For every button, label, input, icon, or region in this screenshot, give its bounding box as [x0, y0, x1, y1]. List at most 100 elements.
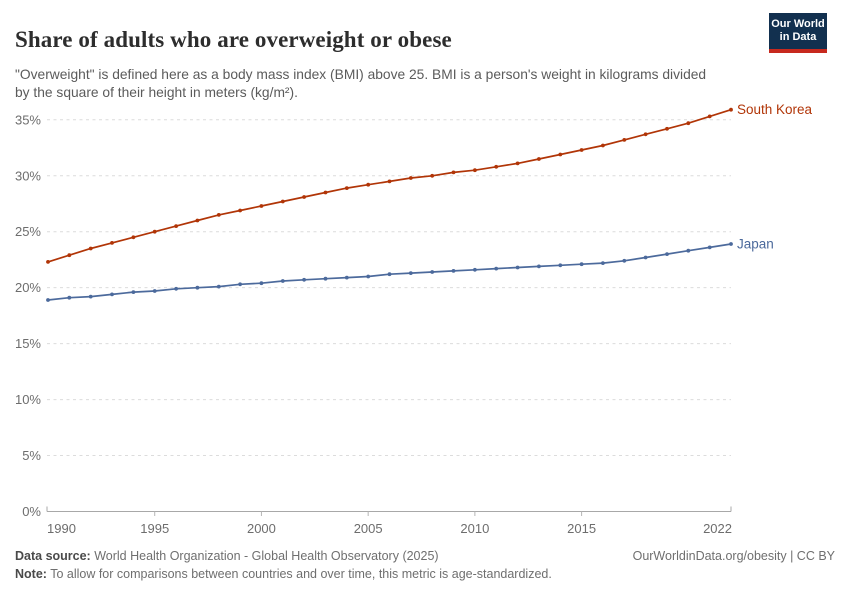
x-tick-label-1995: 1995 — [140, 521, 169, 536]
datasource-text: World Health Organization - Global Healt… — [90, 549, 439, 563]
series-dot-south-korea-1993 — [110, 241, 114, 245]
series-dot-south-korea-1997 — [195, 218, 200, 223]
series-dot-japan-1999 — [238, 282, 243, 287]
datasource-label: Data source: — [15, 549, 91, 563]
series-dot-japan-2020 — [686, 248, 691, 253]
series-line-japan[interactable] — [47, 243, 732, 301]
series-dot-south-korea-1999 — [238, 208, 243, 213]
series-dot-japan-2005 — [366, 274, 371, 279]
x-tick-label-2022: 2022 — [703, 521, 732, 536]
series-dot-japan-2003 — [323, 276, 328, 281]
series-dot-japan-2015 — [579, 262, 584, 267]
series-dot-south-korea-1995 — [152, 229, 157, 234]
series-dot-japan-1992 — [88, 294, 93, 299]
series-dot-japan-2007 — [408, 271, 413, 275]
series-dot-japan-1994 — [131, 290, 136, 294]
x-tick-label-2000: 2000 — [247, 521, 276, 536]
series-dot-japan-1990 — [46, 298, 50, 302]
series-dot-south-korea-2013 — [537, 157, 541, 161]
series-dot-south-korea-2022 — [729, 107, 733, 112]
series-dot-south-korea-2012 — [515, 161, 520, 166]
series-dot-japan-2019 — [665, 252, 669, 256]
series-dot-japan-2009 — [451, 269, 456, 273]
series-dot-south-korea-2003 — [323, 190, 328, 195]
series-dot-japan-1997 — [195, 285, 200, 290]
y-tick-label-35: 35% — [15, 112, 41, 127]
series-dot-japan-2008 — [430, 270, 435, 274]
series-dot-japan-2011 — [494, 266, 499, 271]
y-tick-label-5: 5% — [22, 448, 41, 463]
series-dot-japan-2006 — [387, 272, 392, 277]
owid-logo-line1: Our World — [771, 18, 825, 31]
series-dot-south-korea-1994 — [131, 235, 136, 240]
owid-logo[interactable]: Our World in Data — [769, 13, 827, 53]
series-dot-japan-2014 — [558, 263, 563, 268]
x-tick-label-2010: 2010 — [460, 521, 489, 536]
series-dot-south-korea-1991 — [67, 253, 72, 258]
series-dot-south-korea-2018 — [643, 132, 648, 137]
series-dot-south-korea-2002 — [302, 195, 306, 199]
series-dot-south-korea-2000 — [259, 204, 264, 208]
series-dot-japan-2010 — [473, 267, 477, 272]
series-dot-japan-1995 — [152, 289, 157, 293]
series-dot-south-korea-1998 — [216, 213, 221, 217]
series-label-south-korea[interactable]: South Korea — [737, 102, 813, 117]
series-dot-south-korea-1996 — [174, 224, 179, 229]
note-label: Note: — [15, 567, 47, 581]
datasource-line: Data source: World Health Organization -… — [15, 549, 439, 563]
y-tick-label-30: 30% — [15, 168, 41, 183]
series-dot-south-korea-2010 — [473, 168, 477, 173]
series-dot-japan-2018 — [643, 255, 648, 260]
x-tick-label-2005: 2005 — [354, 521, 383, 536]
series-dot-japan-2016 — [601, 261, 605, 265]
note-text: To allow for comparisons between countri… — [46, 567, 552, 581]
series-label-japan[interactable]: Japan — [737, 237, 774, 252]
chart-subtitle: "Overweight" is defined here as a body m… — [15, 66, 707, 100]
series-dot-south-korea-2014 — [558, 152, 563, 157]
series-dot-japan-1996 — [174, 286, 179, 291]
series-dot-japan-2021 — [707, 245, 712, 250]
series-dot-japan-2000 — [259, 281, 264, 286]
series-dot-japan-2001 — [280, 279, 285, 283]
y-tick-label-20: 20% — [15, 280, 41, 295]
y-tick-label-15: 15% — [15, 336, 41, 351]
series-line-south-korea[interactable] — [47, 108, 732, 263]
page-title: Share of adults who are overweight or ob… — [15, 27, 452, 53]
series-dot-south-korea-2021 — [707, 114, 712, 119]
series-dot-japan-1991 — [67, 295, 72, 300]
series-dot-japan-1998 — [216, 284, 221, 289]
series-dot-south-korea-2020 — [686, 121, 691, 126]
series-dot-south-korea-2004 — [344, 186, 349, 191]
series-dot-south-korea-2009 — [451, 170, 456, 175]
series-dot-south-korea-1992 — [88, 246, 93, 251]
series-dot-japan-2017 — [622, 258, 627, 263]
series-dot-japan-1993 — [110, 292, 114, 297]
series-dot-japan-2012 — [515, 265, 520, 270]
owid-link[interactable]: OurWorldinData.org/obesity | CC BY — [632, 549, 835, 563]
series-dot-south-korea-2015 — [579, 148, 584, 152]
series-dot-south-korea-2005 — [366, 182, 371, 187]
series-dot-japan-2022 — [729, 242, 733, 246]
series-dot-japan-2013 — [537, 264, 541, 269]
series-dot-south-korea-2006 — [387, 179, 392, 184]
series-dot-south-korea-2017 — [622, 138, 627, 142]
series-dot-south-korea-2019 — [665, 126, 669, 131]
y-tick-label-10: 10% — [15, 392, 41, 407]
series-dot-south-korea-2016 — [601, 143, 605, 148]
series-dot-south-korea-1990 — [46, 260, 50, 264]
series-dot-south-korea-2007 — [408, 176, 413, 180]
series-dot-south-korea-2011 — [494, 164, 499, 169]
note-line: Note: To allow for comparisons between c… — [15, 567, 552, 581]
series-dot-japan-2002 — [302, 277, 306, 282]
x-tick-label-2015: 2015 — [567, 521, 596, 536]
owid-logo-line2: in Data — [779, 31, 817, 43]
series-dot-south-korea-2008 — [430, 173, 435, 178]
series-dot-south-korea-2001 — [280, 199, 285, 204]
y-tick-label-0: 0% — [22, 504, 41, 519]
series-dot-japan-2004 — [344, 275, 349, 280]
x-tick-label-1990: 1990 — [47, 521, 76, 536]
y-tick-label-25: 25% — [15, 224, 41, 239]
